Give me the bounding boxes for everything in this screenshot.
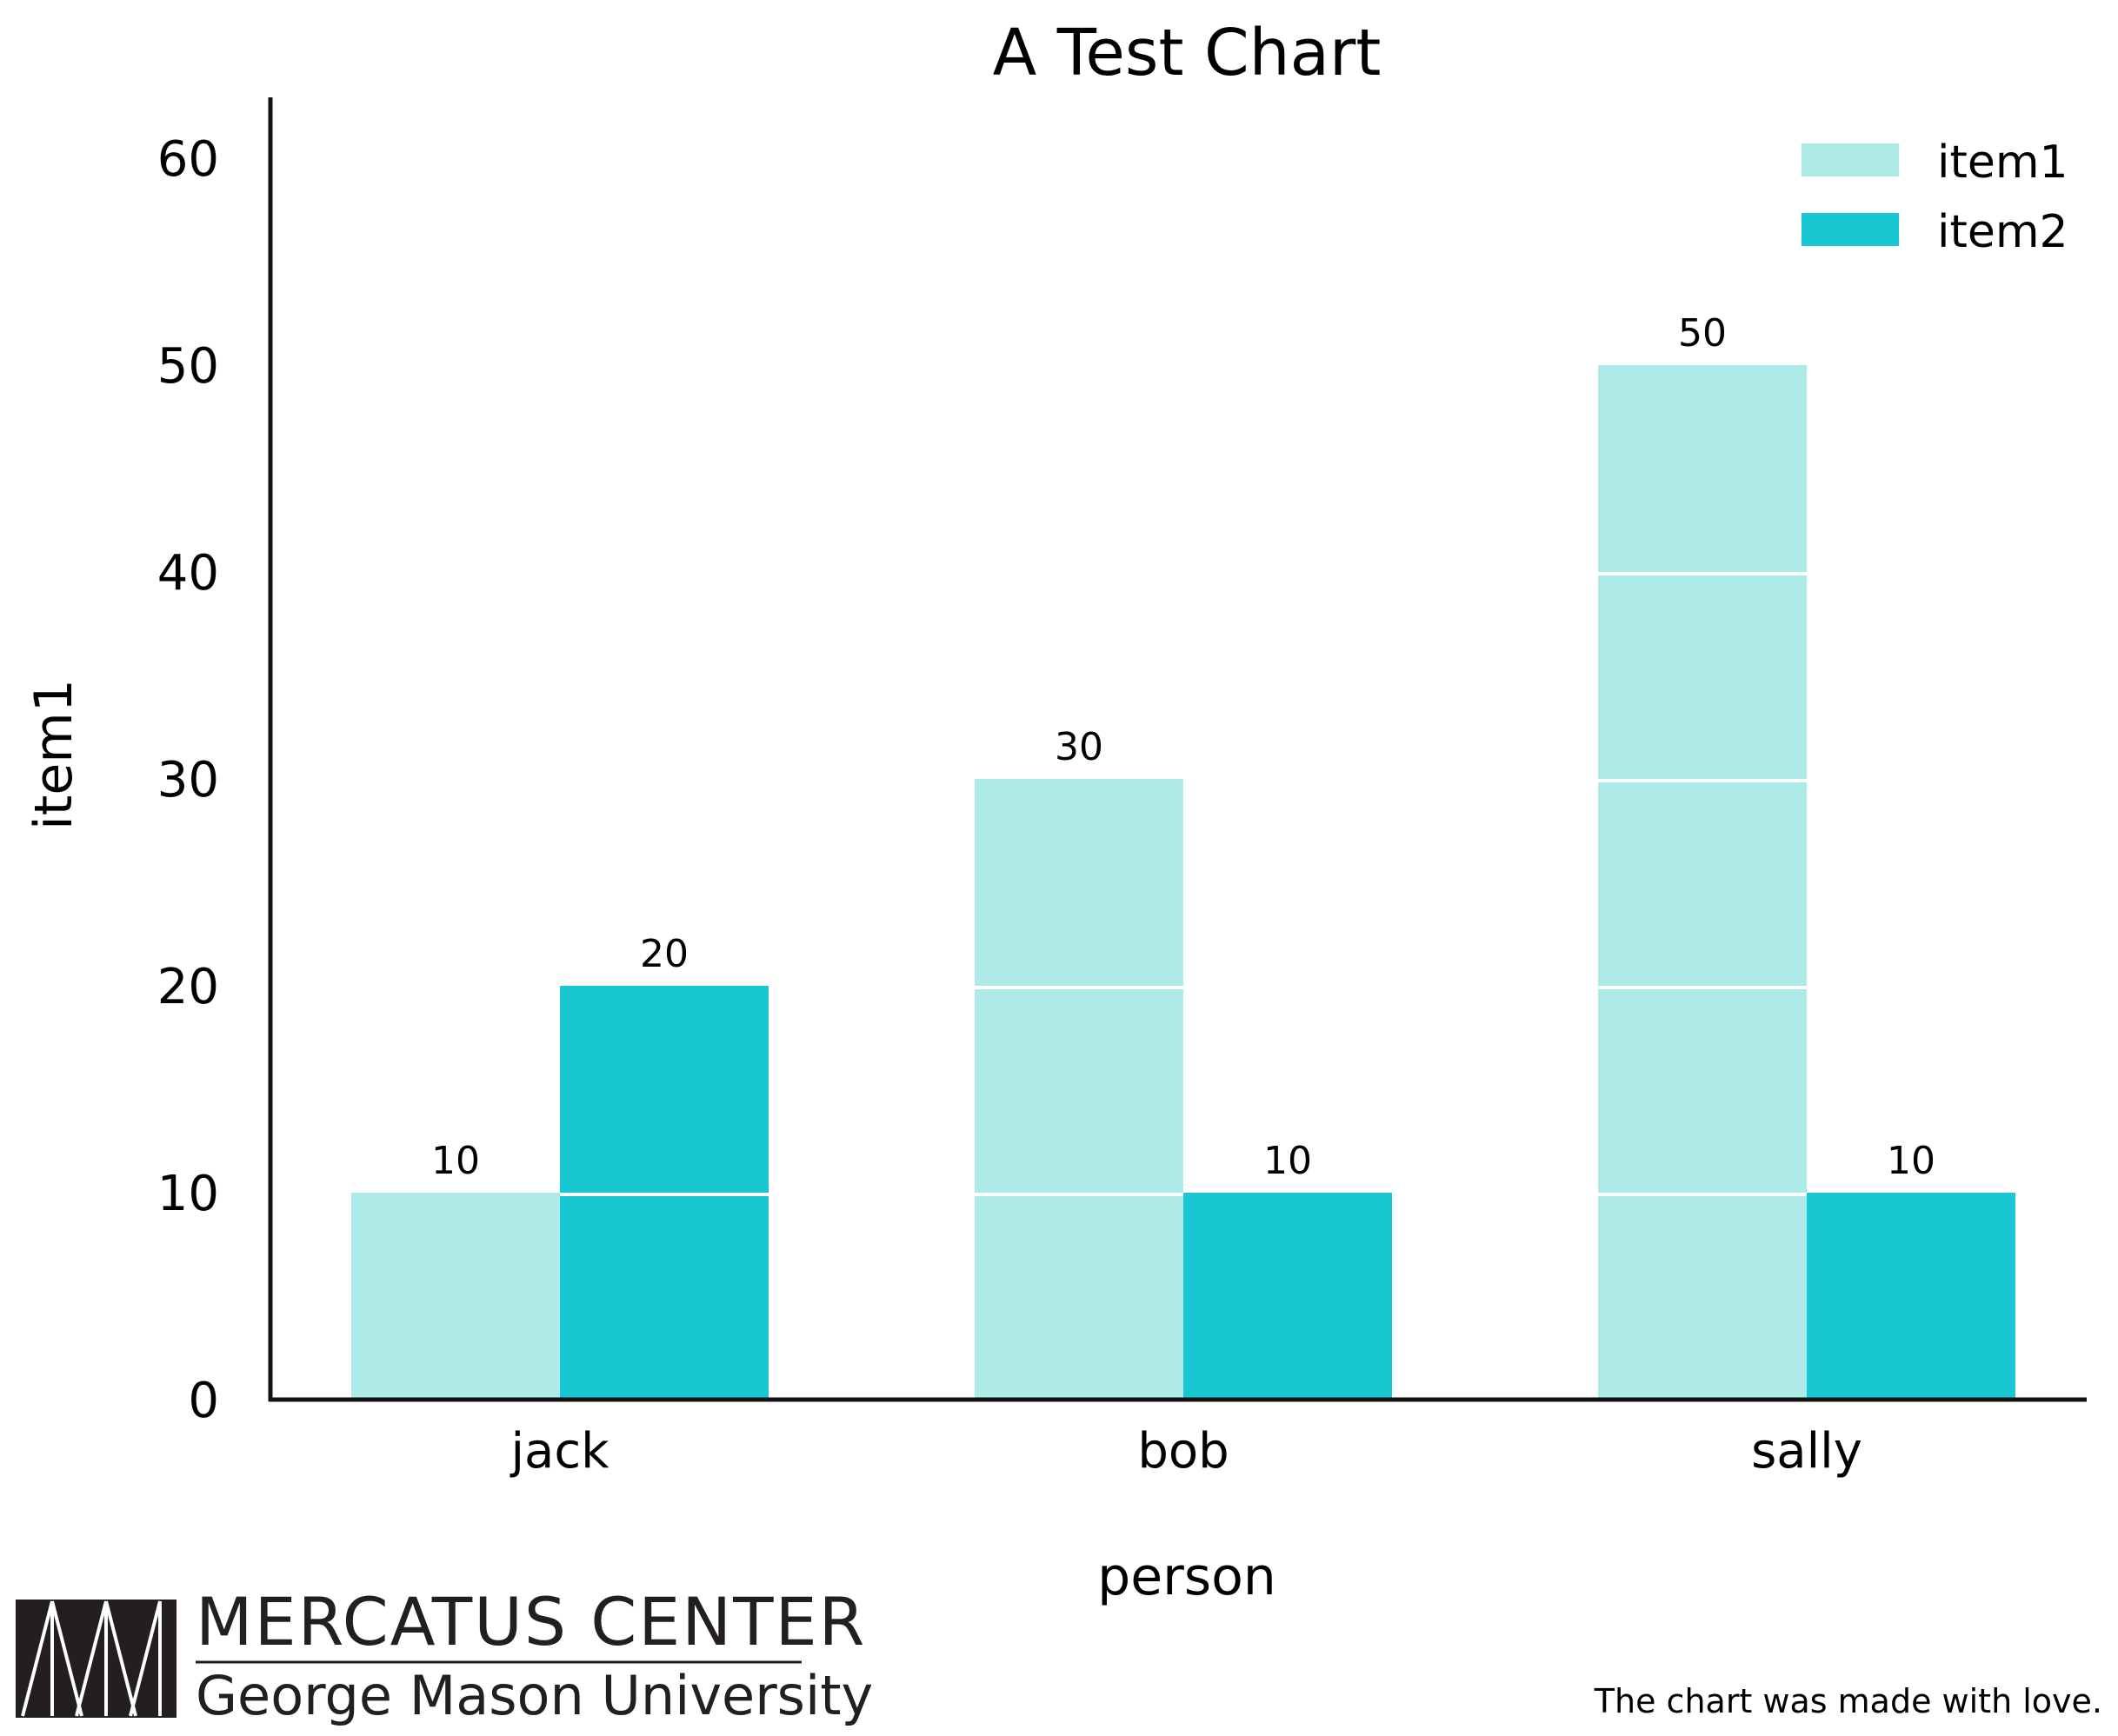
y-axis-label: item1 bbox=[23, 679, 84, 830]
data-label-jack-item2: 20 bbox=[640, 932, 689, 976]
legend-label-item1: item1 bbox=[1937, 136, 2068, 189]
bar-segment-bob-item1-3 bbox=[975, 779, 1183, 986]
x-tick-sally: sally bbox=[1751, 1423, 1862, 1480]
bar-segment-sally-item1-5 bbox=[1598, 365, 1807, 572]
bar-segment-jack-item1-1 bbox=[351, 1193, 560, 1400]
bars-group bbox=[351, 365, 2015, 1400]
bar-segment-sally-item1-2 bbox=[1598, 989, 1807, 1193]
legend-label-item2: item2 bbox=[1937, 206, 2068, 258]
mercatus-mark-icon bbox=[16, 1600, 176, 1718]
bar-segment-sally-item1-3 bbox=[1598, 782, 1807, 986]
legend: item1 item2 bbox=[1802, 136, 2068, 258]
y-tick-0: 0 bbox=[188, 1373, 219, 1429]
bar-segment-sally-item1-4 bbox=[1598, 575, 1807, 779]
x-axis-label: person bbox=[1097, 1546, 1276, 1607]
y-tick-labels: 0 10 20 30 40 50 60 bbox=[157, 131, 219, 1429]
y-tick-40: 40 bbox=[157, 545, 219, 602]
y-tick-60: 60 bbox=[157, 131, 219, 188]
logo-line1: MERCATUS CENTER bbox=[196, 1583, 866, 1660]
x-tick-jack: jack bbox=[509, 1423, 609, 1480]
x-tick-bob: bob bbox=[1137, 1423, 1229, 1480]
bar-segment-jack-item2-2 bbox=[560, 986, 769, 1193]
y-tick-10: 10 bbox=[157, 1166, 219, 1222]
x-tick-labels: jack bob sally bbox=[509, 1423, 1862, 1480]
legend-swatch-item2 bbox=[1802, 213, 1899, 246]
bar-labels-group: 10 20 30 10 50 10 bbox=[431, 311, 1935, 1183]
data-label-bob-item1: 30 bbox=[1055, 725, 1103, 769]
bar-segment-bob-item1-1 bbox=[975, 1196, 1183, 1400]
y-tick-50: 50 bbox=[157, 338, 219, 395]
bar-segment-jack-item2-1 bbox=[560, 1196, 769, 1400]
bar-segment-sally-item2-1 bbox=[1807, 1193, 2015, 1400]
legend-swatch-item1 bbox=[1802, 143, 1899, 176]
y-tick-30: 30 bbox=[157, 752, 219, 808]
data-label-bob-item2: 10 bbox=[1263, 1139, 1312, 1183]
data-label-sally-item1: 50 bbox=[1678, 311, 1727, 356]
footer-note: The chart was made with love. bbox=[1594, 1682, 2102, 1720]
bar-segment-bob-item2-1 bbox=[1183, 1193, 1392, 1400]
mercatus-logo: MERCATUS CENTER George Mason University bbox=[16, 1583, 873, 1727]
data-label-sally-item2: 10 bbox=[1887, 1139, 1935, 1183]
y-tick-20: 20 bbox=[157, 959, 219, 1015]
logo-line2: George Mason University bbox=[196, 1664, 873, 1727]
bar-segment-sally-item1-1 bbox=[1598, 1196, 1807, 1400]
data-label-jack-item1: 10 bbox=[431, 1139, 480, 1183]
bar-segment-bob-item1-2 bbox=[975, 989, 1183, 1193]
chart-title: A Test Chart bbox=[993, 16, 1382, 90]
